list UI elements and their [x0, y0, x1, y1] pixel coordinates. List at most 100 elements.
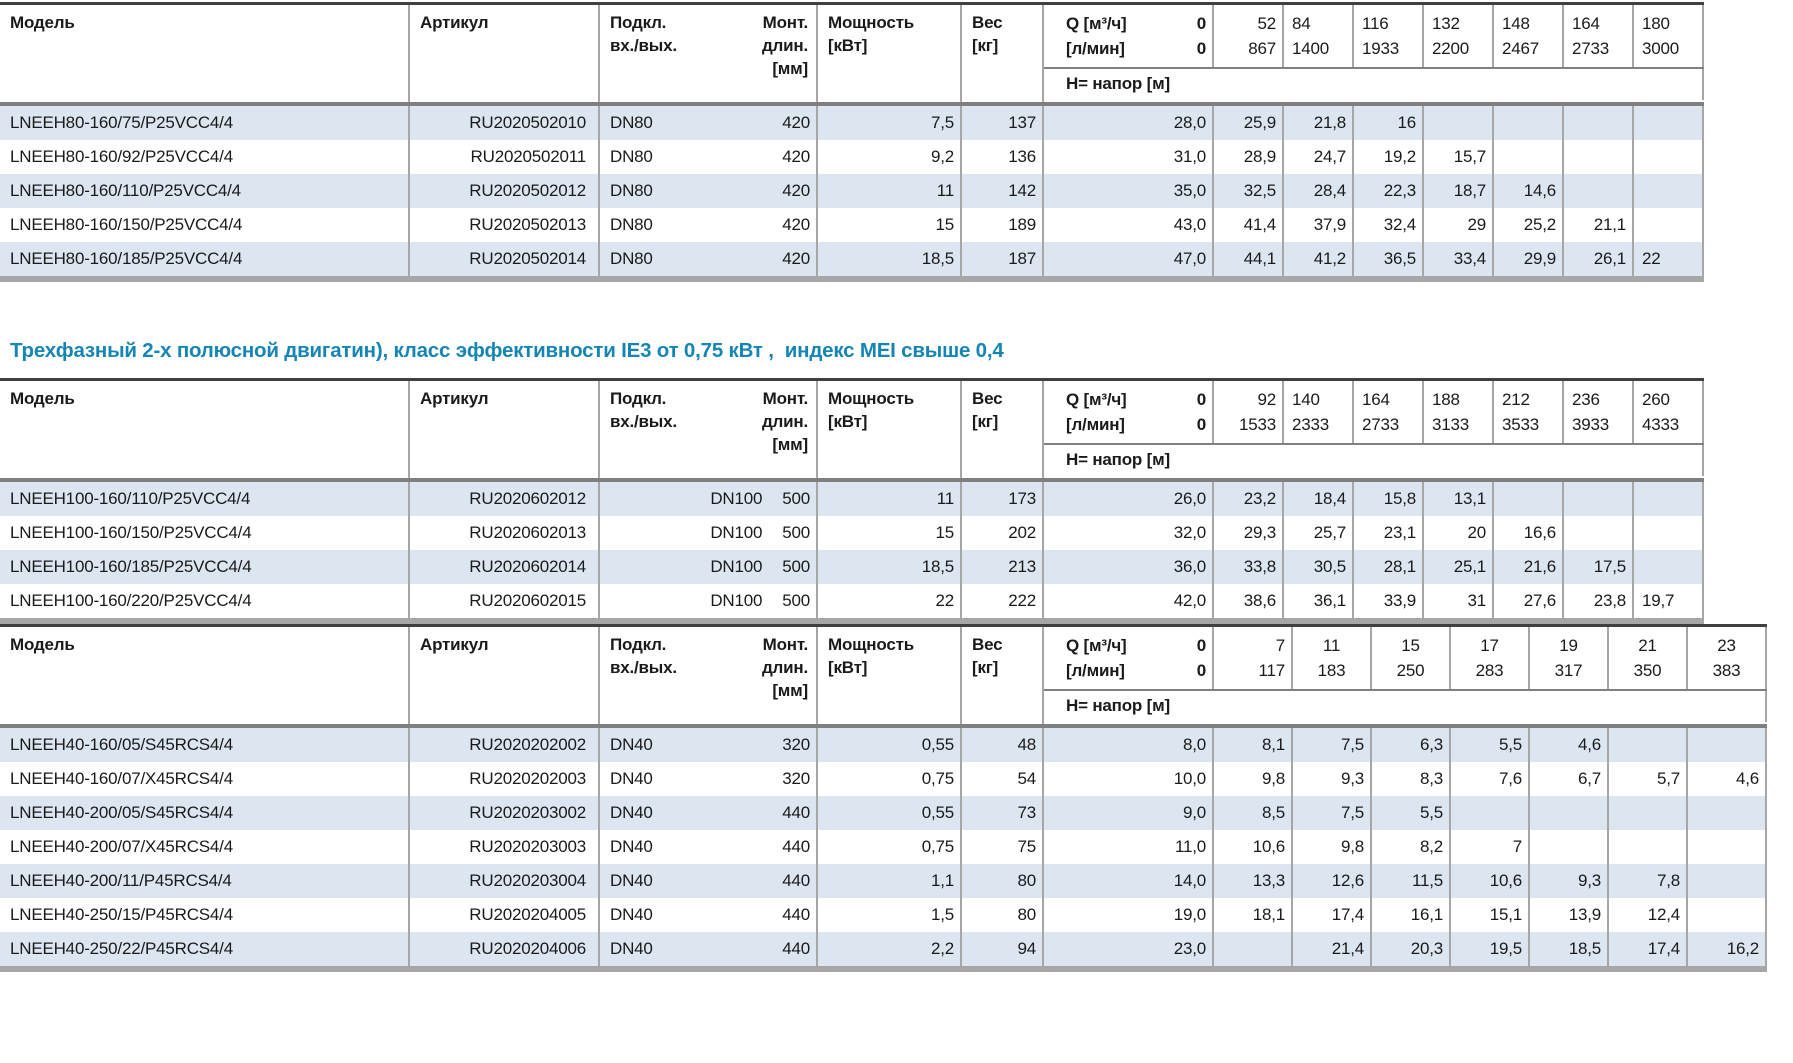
head-value-cell: 10,0 — [1044, 762, 1214, 796]
connection-cell: DN40 440 — [600, 898, 818, 932]
q-m3h-label: Q [м³/ч] — [1066, 14, 1127, 33]
head-value-cell: 17,5 — [1564, 550, 1634, 584]
head-value-cell: 33,4 — [1424, 242, 1494, 276]
head-value-cell — [1688, 864, 1767, 898]
head-value-cell — [1494, 140, 1564, 174]
col-header-power: Мощность [кВт] — [818, 627, 962, 724]
head-value-cell: 14,6 — [1494, 174, 1564, 208]
dn-value: DN100 — [710, 489, 763, 508]
head-value-cell: 36,0 — [1044, 550, 1214, 584]
q-flow-label-cell: Q [м³/ч] 0 [л/мин] 0 — [1044, 5, 1214, 67]
col-header-weight: Вес [кг] — [962, 627, 1044, 724]
head-value-cell: 16 — [1354, 106, 1424, 140]
head-value-cell: 9,0 — [1044, 796, 1214, 830]
q-flow-value-cell: 236 3933 — [1564, 381, 1634, 443]
head-value-cell: 6,3 — [1372, 728, 1451, 762]
head-value-cell: 32,4 — [1354, 208, 1424, 242]
head-value-cell — [1634, 516, 1704, 550]
head-value-cell: 13,1 — [1424, 482, 1494, 516]
mount-length-value: 440 — [782, 905, 810, 924]
table-row: LNEEH40-160/05/S45RCS4/4 RU2020202002 DN40… — [0, 728, 1767, 762]
head-row-label: Н= напор [м] — [1044, 691, 1767, 722]
table-body: LNEEH40-160/05/S45RCS4/4 RU2020202002 DN40… — [0, 728, 1767, 966]
head-value-cell: 7,6 — [1451, 762, 1530, 796]
head-value-cell: 29 — [1424, 208, 1494, 242]
table-row: LNEEH80-160/110/P25VCC4/4 RU2020502012 DN8… — [0, 174, 1704, 208]
head-value-cell — [1564, 516, 1634, 550]
model-cell: LNEEH40-250/22/P45RCS4/4 — [0, 932, 410, 966]
head-value-cell: 8,2 — [1372, 830, 1451, 864]
q-header-region: Q [м³/ч] 0 [л/мин] 0 52 867 84 1400 116 1933 132 22… — [1044, 5, 1704, 102]
model-cell: LNEEH80-160/150/P25VCC4/4 — [0, 208, 410, 242]
col-header-mount-length: Монт. длин. [мм] — [761, 13, 808, 78]
weight-cell: 80 — [962, 864, 1044, 898]
col-header-connection-label: Подкл. вх./вых. — [610, 635, 677, 677]
dn-value: DN40 — [610, 769, 653, 788]
col-header-mount-length: Монт. длин. [мм] — [761, 389, 808, 454]
q-flow-value-cell: 21 350 — [1609, 627, 1688, 689]
head-row-label: Н= напор [м] — [1044, 445, 1704, 476]
table-row: LNEEH80-160/150/P25VCC4/4 RU2020502013 DN8… — [0, 208, 1704, 242]
power-cell: 11 — [818, 174, 962, 208]
head-value-cell: 35,0 — [1044, 174, 1214, 208]
head-value-cell: 37,9 — [1284, 208, 1354, 242]
pump-table-lneeh100: Модель Артикул Подкл. вх./вых. Монт. длин. [мм… — [0, 378, 1704, 624]
table-row: LNEEH40-200/07/X45RCS4/4 RU2020203003 DN40… — [0, 830, 1767, 864]
table-row: LNEEH100-160/220/P25VCC4/4 RU2020602015 DN… — [0, 584, 1704, 618]
head-value-cell — [1688, 830, 1767, 864]
head-value-cell: 23,1 — [1354, 516, 1424, 550]
head-value-cell: 21,8 — [1284, 106, 1354, 140]
head-value-cell: 41,2 — [1284, 242, 1354, 276]
weight-cell: 80 — [962, 898, 1044, 932]
head-value-cell — [1634, 140, 1704, 174]
col-header-weight: Вес [кг] — [962, 5, 1044, 102]
head-value-cell: 36,5 — [1354, 242, 1424, 276]
power-cell: 15 — [818, 208, 962, 242]
table-row: LNEEH40-250/15/P45RCS4/4 RU2020204005 DN40… — [0, 898, 1767, 932]
mount-length-value: 320 — [782, 769, 810, 788]
dn-value: DN40 — [610, 837, 653, 856]
connection-cell: DN40 440 — [600, 830, 818, 864]
model-cell: LNEEH100-160/220/P25VCC4/4 — [0, 584, 410, 618]
article-cell: RU2020204006 — [410, 932, 600, 966]
head-value-cell — [1634, 550, 1704, 584]
weight-cell: 213 — [962, 550, 1044, 584]
head-value-cell: 38,6 — [1214, 584, 1284, 618]
model-cell: LNEEH100-160/110/P25VCC4/4 — [0, 482, 410, 516]
head-value-cell: 44,1 — [1214, 242, 1284, 276]
q-lmin-label: [л/мин] — [1066, 661, 1125, 680]
table-row: LNEEH40-160/07/X45RCS4/4 RU2020202003 DN40… — [0, 762, 1767, 796]
q-zero-value: 0 — [1196, 636, 1206, 655]
table-bottom-border — [0, 966, 1767, 972]
head-value-cell: 28,9 — [1214, 140, 1284, 174]
head-value-cell: 17,4 — [1609, 932, 1688, 966]
weight-cell: 94 — [962, 932, 1044, 966]
weight-cell: 189 — [962, 208, 1044, 242]
connection-cell: DN100 500 — [600, 482, 818, 516]
q-flow-value-cell: 19 317 — [1530, 627, 1609, 689]
head-value-cell: 4,6 — [1688, 762, 1767, 796]
q-flow-value-cell: 132 2200 — [1424, 5, 1494, 67]
connection-cell: DN100 500 — [600, 516, 818, 550]
head-value-cell: 29,3 — [1214, 516, 1284, 550]
model-cell: LNEEH100-160/150/P25VCC4/4 — [0, 516, 410, 550]
dn-value: DN40 — [610, 735, 653, 754]
table-bottom-border — [0, 276, 1704, 282]
head-value-cell: 9,3 — [1530, 864, 1609, 898]
head-value-cell — [1634, 106, 1704, 140]
col-header-mount-length: Монт. длин. [мм] — [761, 635, 808, 700]
mount-length-value: 320 — [782, 735, 810, 754]
article-cell: RU2020602015 — [410, 584, 600, 618]
col-header-connection: Подкл. вх./вых. Монт. длин. [мм] — [600, 381, 818, 478]
head-value-cell: 22,3 — [1354, 174, 1424, 208]
q-flow-value-cell: 148 2467 — [1494, 5, 1564, 67]
power-cell: 22 — [818, 584, 962, 618]
dn-value: DN100 — [710, 557, 763, 576]
col-header-model: Модель — [0, 5, 410, 102]
head-value-cell: 18,5 — [1530, 932, 1609, 966]
head-value-cell: 33,9 — [1354, 584, 1424, 618]
head-value-cell: 7,5 — [1293, 796, 1372, 830]
connection-cell: DN80 420 — [600, 208, 818, 242]
table-top-border — [0, 2, 1704, 5]
